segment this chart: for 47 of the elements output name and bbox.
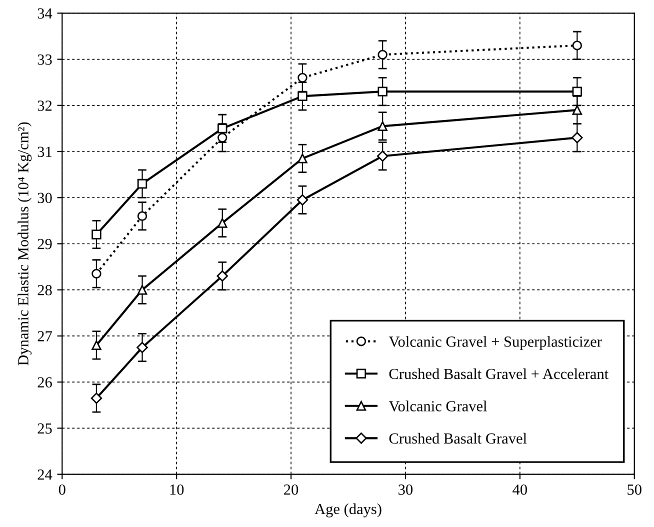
point [572, 132, 583, 144]
point [298, 72, 308, 83]
y-tick-label: 34 [38, 8, 52, 19]
y-tick-label: 24 [38, 469, 52, 480]
y-tick-label: 33 [38, 54, 52, 65]
point [572, 105, 582, 115]
point [216, 270, 228, 282]
point [378, 86, 388, 96]
y-tick-label: 27 [38, 331, 52, 342]
y-axis-title: Dynamic Elastic Modulus (10⁴ Kg/cm²) [18, 122, 32, 366]
legend-label: Crushed Basalt Gravel [389, 432, 527, 444]
x-tick-label: 40 [512, 484, 527, 495]
point [137, 211, 148, 221]
y-tick-label: 25 [38, 423, 52, 434]
x-tick-label: 30 [398, 484, 413, 495]
point [378, 50, 388, 60]
legend-label: Volcanic Gravel + Superplasticizer [388, 336, 602, 350]
y-tick-label: 26 [38, 377, 52, 388]
point [572, 40, 582, 50]
point [572, 86, 582, 96]
x-tick-label: 20 [284, 484, 298, 495]
point [298, 154, 308, 164]
point [218, 218, 228, 228]
point [136, 342, 148, 354]
point [137, 284, 148, 295]
point [218, 124, 228, 134]
point [92, 230, 102, 240]
y-tick-label: 32 [38, 100, 52, 111]
point [376, 150, 388, 162]
y-tick-label: 28 [38, 284, 52, 296]
point [92, 340, 102, 350]
y-tick-label: 31 [38, 146, 52, 157]
x-tick-label: 10 [170, 484, 184, 495]
point [298, 91, 308, 102]
legend-label: Crushed Basalt Gravel + Accelerant [389, 368, 609, 380]
x-tick-label: 0 [58, 484, 66, 495]
point [92, 268, 102, 279]
x-axis-title: Age (days) [314, 503, 382, 518]
point [378, 121, 388, 132]
point [296, 194, 308, 206]
point [137, 178, 148, 189]
point [218, 132, 228, 143]
y-tick-label: 29 [38, 238, 52, 250]
legend-label: Volcanic Gravel [388, 400, 487, 412]
x-tick-label: 50 [628, 484, 642, 495]
point [90, 392, 102, 404]
y-tick-label: 30 [38, 192, 52, 204]
